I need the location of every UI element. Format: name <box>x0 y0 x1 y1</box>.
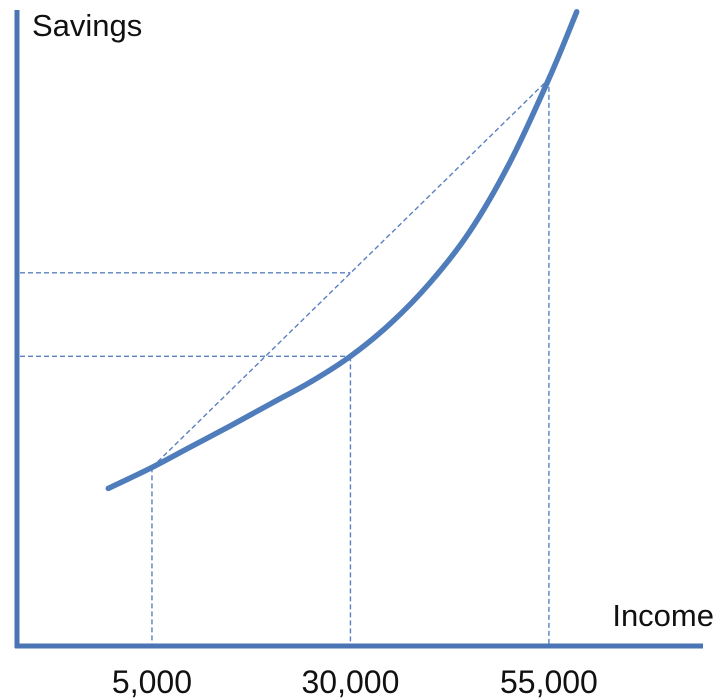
x-axis-label: Income <box>612 598 714 633</box>
x-tick-label: 5,000 <box>112 664 192 700</box>
y-axis-label: Savings <box>32 8 142 43</box>
savings-curve <box>105 9 580 492</box>
x-tick-label: 55,000 <box>500 664 598 700</box>
reference-lines <box>20 78 550 646</box>
x-tick-label: 30,000 <box>302 664 400 700</box>
chord-line <box>151 78 550 468</box>
x-tick-labels: 5,000 30,000 55,000 <box>112 664 598 700</box>
